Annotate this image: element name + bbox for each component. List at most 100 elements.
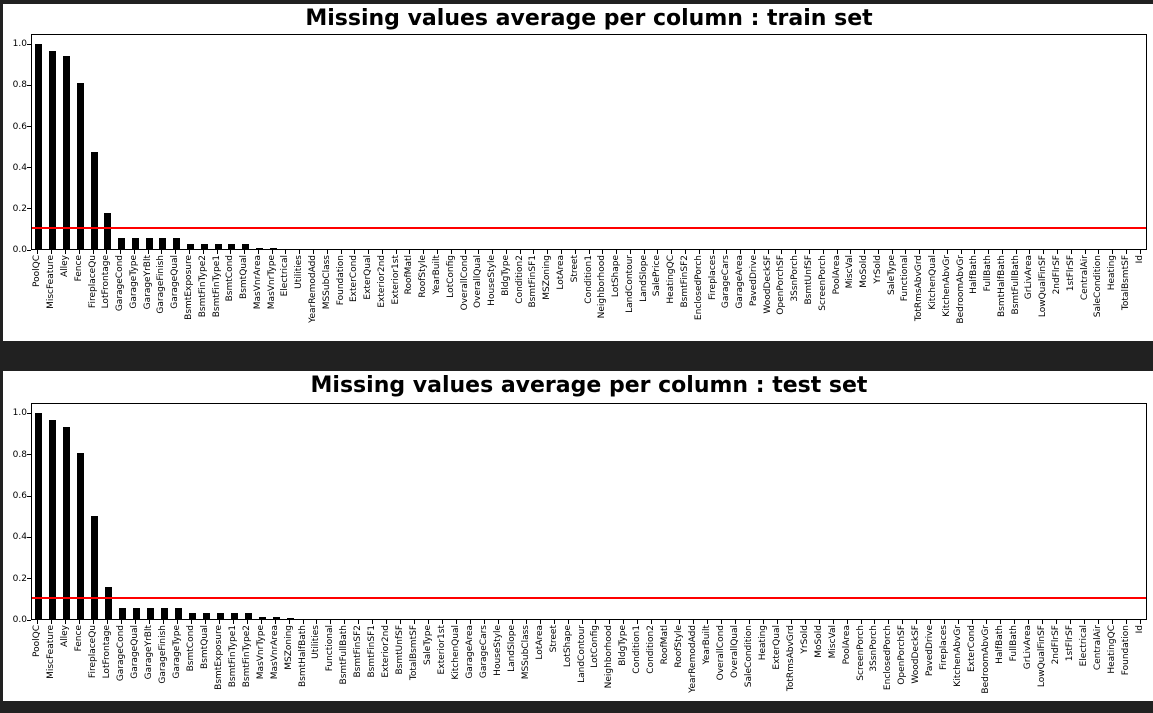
x-tick-label: LotShape <box>562 625 573 668</box>
bar <box>63 427 71 619</box>
x-tick-label: Heating <box>1107 255 1118 291</box>
x-tick-label: FireplaceQu <box>87 255 98 309</box>
x-tick-label: MiscFeature <box>46 625 57 679</box>
x-tick <box>37 250 39 254</box>
x-tick <box>316 620 318 624</box>
x-tick <box>79 620 81 624</box>
y-tick <box>27 208 31 210</box>
bar <box>216 612 224 619</box>
x-tick <box>216 250 218 254</box>
bar <box>49 50 57 249</box>
bar <box>228 243 236 249</box>
y-tick-label: 0.4 <box>12 162 27 173</box>
x-tick-label: BsmtFinSF2 <box>679 255 690 308</box>
y-tick-label: 0.6 <box>12 121 27 132</box>
x-tick-label: KitchenAbvGr <box>953 625 964 687</box>
bar <box>104 212 112 249</box>
x-tick <box>161 250 163 254</box>
x-tick <box>519 250 521 254</box>
x-tick-label: MSZoning <box>542 255 553 300</box>
x-tick-label: Utilities <box>294 255 305 289</box>
x-tick <box>511 620 513 624</box>
x-tick-label: BsmtUnfSF <box>803 255 814 305</box>
x-tick-label: KitchenQual <box>927 255 938 310</box>
x-tick-label: CentralAir <box>1079 255 1090 301</box>
x-tick <box>712 250 714 254</box>
x-tick-label: Condition2 <box>646 625 657 674</box>
x-tick-label: YearRemodAdd <box>688 625 699 693</box>
x-tick <box>64 250 66 254</box>
x-tick-label: ScreenPorch <box>855 625 866 681</box>
x-tick <box>1001 250 1003 254</box>
x-tick <box>679 620 681 624</box>
x-tick-label: OverallQual <box>729 625 740 678</box>
y-tick-label: 0.2 <box>12 573 27 584</box>
y-tick <box>27 495 31 497</box>
x-tick <box>836 250 838 254</box>
x-tick <box>693 620 695 624</box>
x-tick <box>684 250 686 254</box>
y-tick-label: 0.2 <box>12 203 27 214</box>
y-tick <box>27 578 31 580</box>
x-tick-label: MiscVal <box>827 625 838 659</box>
x-tick-label: GarageArea <box>735 255 746 309</box>
bar <box>119 607 127 619</box>
x-tick-label: Alley <box>59 255 70 278</box>
x-tick <box>767 250 769 254</box>
x-tick <box>1013 620 1015 624</box>
x-tick <box>748 620 750 624</box>
x-tick-label: RoofMatl <box>660 625 671 665</box>
x-tick-label: MoSold <box>859 255 870 288</box>
y-tick-label: 1.0 <box>12 39 27 50</box>
x-tick-label: LotConfig <box>445 255 456 298</box>
x-tick-label: PoolQC <box>32 625 43 657</box>
x-tick-label: LotConfig <box>590 625 601 668</box>
y-tick-label: 0.0 <box>12 615 27 625</box>
x-tick <box>505 250 507 254</box>
x-tick-label: Exterior1st <box>437 625 448 675</box>
x-tick-label: ExterQual <box>771 625 782 670</box>
x-tick <box>560 250 562 254</box>
bar <box>131 237 139 249</box>
x-tick-label: BsmtFinType2 <box>241 625 252 688</box>
x-tick-label: Fence <box>73 255 84 282</box>
x-tick <box>163 620 165 624</box>
x-tick <box>623 620 625 624</box>
bar <box>90 151 98 249</box>
x-tick-label: LandSlope <box>638 255 649 302</box>
x-tick-label: Fireplaces <box>939 625 950 670</box>
x-tick-label: ScreenPorch <box>817 255 828 311</box>
x-tick-label: SalePrice <box>652 255 663 297</box>
x-tick-label: BsmtFullBath <box>1010 255 1021 315</box>
x-tick-label: Functional <box>325 625 336 672</box>
x-tick <box>1055 620 1057 624</box>
x-tick-label: Foundation <box>1120 625 1131 676</box>
x-tick-label: Alley <box>60 625 71 648</box>
bar <box>147 607 155 619</box>
x-tick-label: BsmtFullBath <box>339 625 350 685</box>
x-tick <box>877 250 879 254</box>
x-tick-label: SaleCondition <box>1093 255 1104 318</box>
x-tick-label: Condition1 <box>583 255 594 304</box>
x-tick-label: MasVnrArea <box>269 625 280 680</box>
bar <box>118 237 126 249</box>
x-tick-label: MiscFeature <box>46 255 57 309</box>
x-tick <box>762 620 764 624</box>
x-tick <box>888 620 890 624</box>
x-tick <box>930 620 932 624</box>
x-tick <box>698 250 700 254</box>
bar <box>202 612 210 619</box>
x-tick-label: PoolArea <box>831 255 842 295</box>
x-tick <box>135 620 137 624</box>
x-tick-label: BsmtFinType1 <box>227 625 238 688</box>
x-tick <box>106 250 108 254</box>
x-tick <box>230 250 232 254</box>
x-tick <box>340 250 342 254</box>
x-tick <box>188 250 190 254</box>
x-tick-label: BsmtCond <box>225 255 236 302</box>
x-tick <box>553 620 555 624</box>
x-tick-label: BsmtFinSF1 <box>528 255 539 308</box>
x-tick <box>547 250 549 254</box>
x-tick <box>974 250 976 254</box>
x-tick <box>671 250 673 254</box>
